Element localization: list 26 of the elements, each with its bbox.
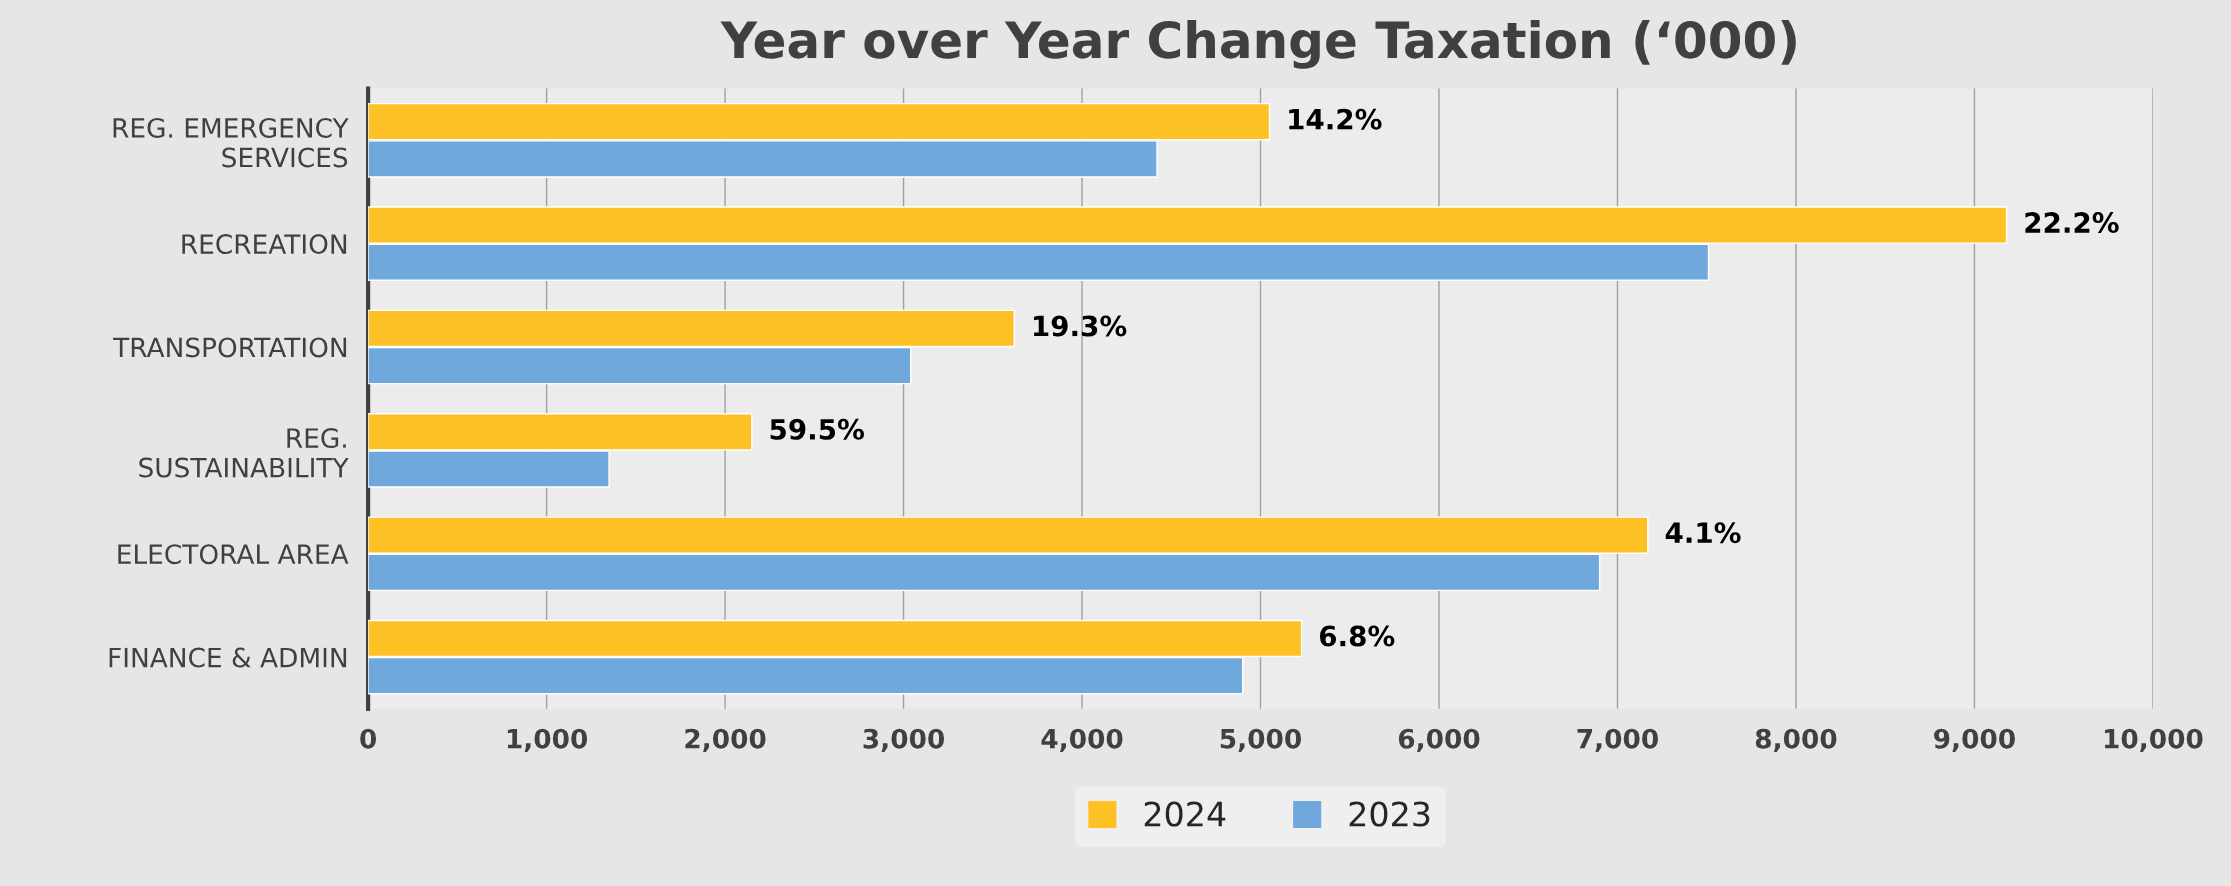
annotation: 14.2% — [1289, 108, 1382, 130]
y-tick-label: ELECTORAL AREA — [118, 544, 349, 565]
x-tick-label: 8,000 — [1755, 728, 1837, 753]
annotation: 59.5% — [770, 418, 864, 440]
annotation: 6.8% — [1319, 625, 1395, 647]
x-tick-label: 6,000 — [1398, 728, 1480, 753]
y-tick-label: FINANCE & ADMIN — [109, 647, 347, 668]
y-tick-label: RECREATION — [182, 234, 347, 255]
annotation: 22.2% — [2025, 212, 2119, 234]
y-tick-label: REG. EMERGENCY SERVICES — [113, 117, 349, 168]
x-tick-label: 5,000 — [1220, 728, 1301, 753]
y-tick-label: TRANSPORTATION — [113, 337, 347, 358]
x-tick-label: 3,000 — [863, 728, 945, 753]
x-tick-label: 7,000 — [1577, 728, 1658, 753]
x-tick-label: 9,000 — [1934, 728, 2015, 753]
legend-label: 2024 — [1144, 801, 1226, 827]
x-tick-label: 1,000 — [507, 728, 588, 753]
annotation: 19.3% — [1034, 315, 1127, 337]
annotation: 4.1% — [1665, 522, 1741, 544]
chart-title: Year over Year Change Taxation (‘000) — [720, 20, 1796, 69]
x-tick-label: 10,000 — [2104, 728, 2203, 753]
legend-label: 2023 — [1349, 801, 1430, 827]
x-tick-label: 0 — [360, 728, 377, 749]
y-tick-label: REG. SUSTAINABILITY — [139, 428, 349, 478]
x-tick-label: 2,000 — [685, 728, 766, 753]
x-tick-label: 4,000 — [1041, 728, 1123, 753]
